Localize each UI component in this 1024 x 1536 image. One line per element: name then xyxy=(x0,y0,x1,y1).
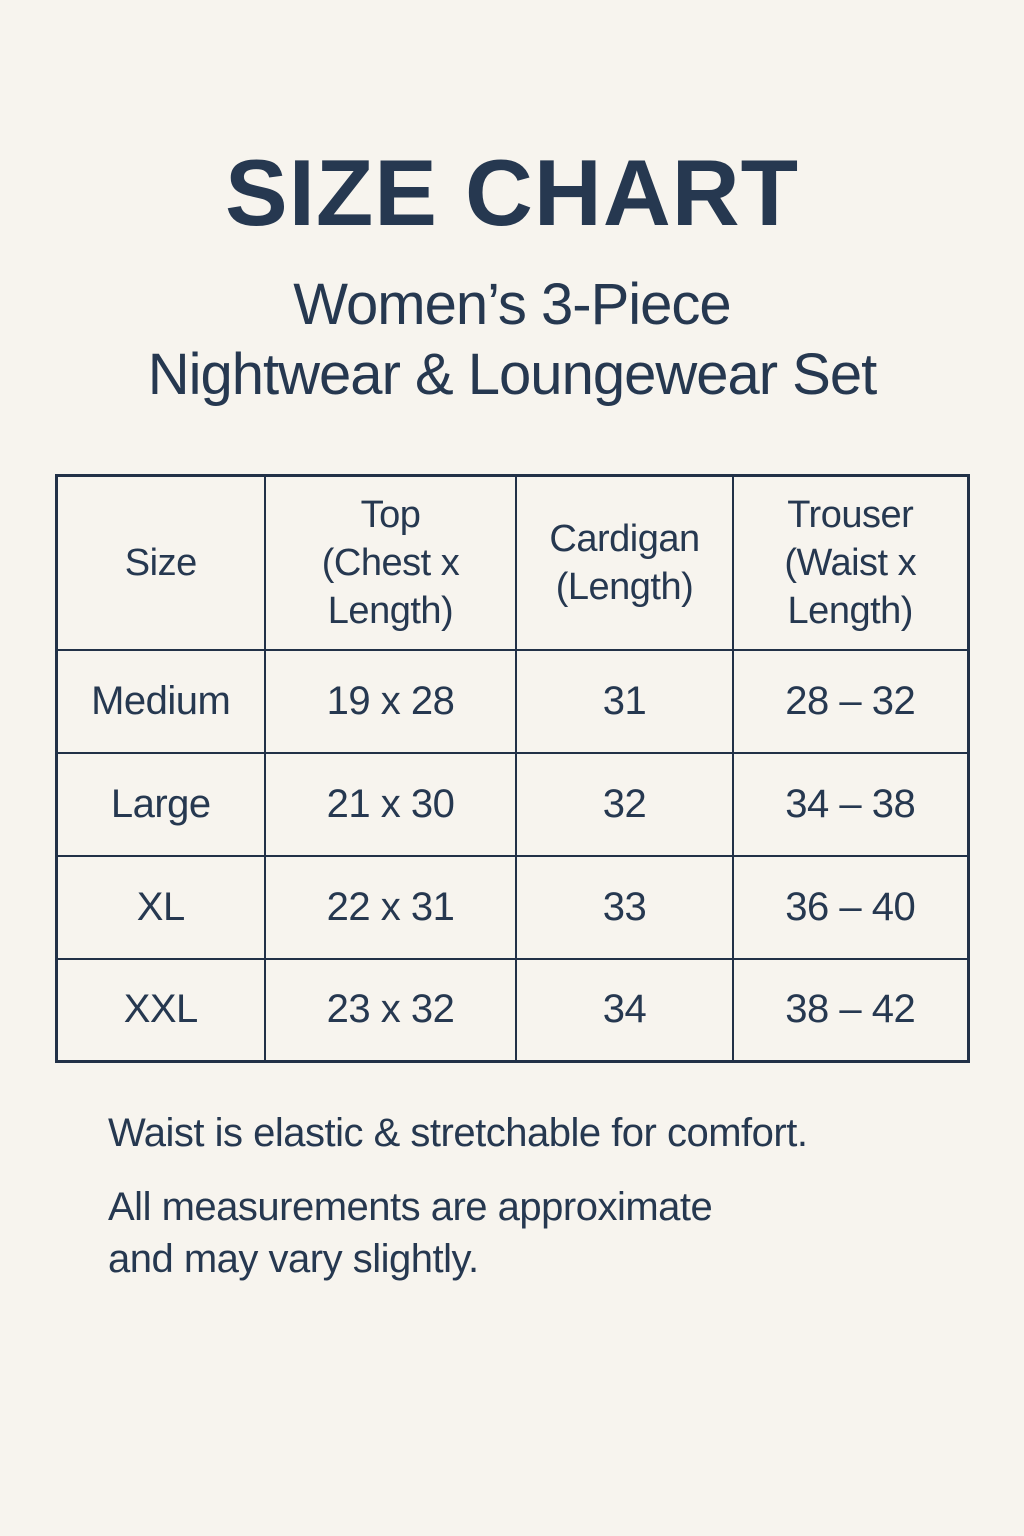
cell-top: 23 x 32 xyxy=(264,957,517,1063)
cell-top: 19 x 28 xyxy=(264,648,517,754)
table-row-medium: Medium 19 x 28 31 28 – 32 xyxy=(55,648,969,754)
size-table-header: Size Top (Chest x Length) Cardigan (Leng… xyxy=(55,474,969,651)
note-elastic-waist: Waist is elastic & stretchable for comfo… xyxy=(108,1111,808,1155)
note-approximate-measurements: All measurements are approximate and may… xyxy=(108,1185,713,1281)
column-header-cardigan: Cardigan (Length) xyxy=(515,474,734,651)
cell-cardigan: 34 xyxy=(515,957,734,1063)
table-row-xxl: XXL 23 x 32 34 38 – 42 xyxy=(55,957,969,1063)
cell-size: Large xyxy=(55,751,266,857)
table-row-large: Large 21 x 30 32 34 – 38 xyxy=(55,751,969,857)
column-header-size: Size xyxy=(55,474,266,651)
size-table: Size Top (Chest x Length) Cardigan (Leng… xyxy=(54,474,970,1063)
cell-trouser: 28 – 32 xyxy=(732,648,969,754)
cell-cardigan: 31 xyxy=(515,648,734,754)
cell-trouser: 36 – 40 xyxy=(732,854,969,960)
cell-trouser: 34 – 38 xyxy=(732,751,969,857)
cell-top: 21 x 30 xyxy=(264,751,517,857)
page-title: SIZE CHART xyxy=(225,140,799,245)
page-subtitle: Women’s 3-Piece Nightwear & Loungewear S… xyxy=(147,272,877,407)
size-table-body: Medium 19 x 28 31 28 – 32 Large 21 x 30 … xyxy=(55,648,969,1063)
cell-top: 22 x 31 xyxy=(264,854,517,960)
cell-size: XL xyxy=(55,854,266,960)
cell-cardigan: 32 xyxy=(515,751,734,857)
footer-notes: Waist is elastic & stretchable for comfo… xyxy=(108,1107,964,1285)
cell-size: XXL xyxy=(55,957,266,1063)
column-header-top: Top (Chest x Length) xyxy=(264,474,517,651)
cell-trouser: 38 – 42 xyxy=(732,957,969,1063)
cell-cardigan: 33 xyxy=(515,854,734,960)
table-row-xl: XL 22 x 31 33 36 – 40 xyxy=(55,854,969,960)
column-header-trouser: Trouser (Waist x Length) xyxy=(732,474,969,651)
cell-size: Medium xyxy=(55,648,266,754)
header-row: Size Top (Chest x Length) Cardigan (Leng… xyxy=(55,474,969,651)
